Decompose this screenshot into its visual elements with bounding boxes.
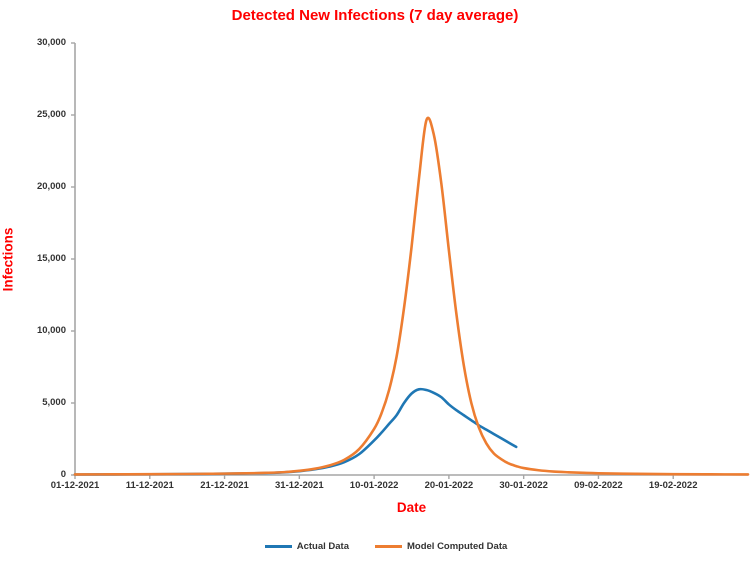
x-tick-label: 30-01-2022 (499, 480, 548, 491)
x-tick-label: 20-01-2022 (424, 480, 474, 491)
x-axis-title: Date (396, 500, 427, 515)
x-tick-label: 10-01-2022 (349, 480, 399, 491)
model-computed-data-line (73, 116, 750, 476)
actual-data-line-swatch (264, 545, 292, 548)
legend: Actual Data Model Computed Data (0, 541, 750, 552)
legend-label-actual-data: Actual Data (296, 541, 349, 552)
chart-title: Detected New Infections (7 day average) (231, 7, 519, 24)
y-tick-label: 0 (60, 469, 66, 480)
model-computed-data-line-swatch (374, 545, 402, 548)
y-tick-label: 25,000 (36, 109, 66, 120)
legend-item-model-computed-data: Model Computed Data (374, 541, 508, 552)
y-tick-label: 10,000 (36, 325, 66, 336)
x-tick-label: 31-12-2021 (275, 480, 324, 491)
x-tick-label: 09-02-2022 (574, 480, 623, 491)
legend-item-actual-data: Actual Data (264, 541, 349, 552)
actual-data-line (73, 387, 518, 476)
y-tick-label: 30,000 (36, 37, 66, 48)
x-tick-label: 01-12-2021 (50, 480, 100, 491)
y-tick-label: 15,000 (36, 253, 66, 264)
legend-label-model-computed-data: Model Computed Data (406, 541, 508, 552)
x-tick-label: 19-02-2022 (648, 480, 698, 491)
y-tick-label: 5,000 (42, 397, 66, 408)
x-tick-label: 21-12-2021 (200, 480, 249, 491)
y-tick-label: 20,000 (36, 181, 66, 192)
x-tick-label: 11-12-2021 (125, 480, 174, 491)
